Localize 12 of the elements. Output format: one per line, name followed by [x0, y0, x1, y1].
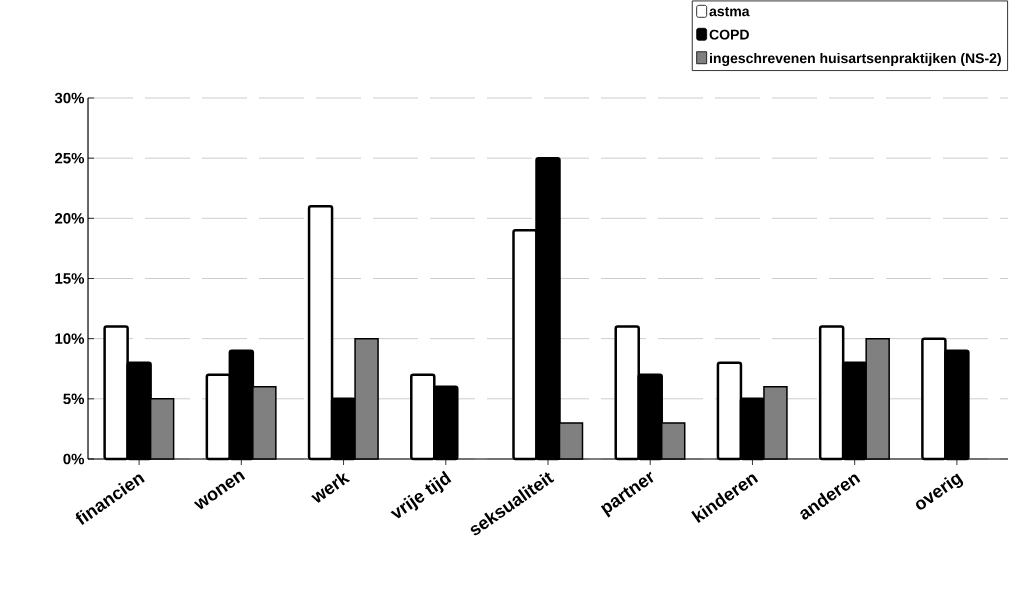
y-tick-label: 20%: [54, 213, 85, 224]
y-tick-label: 5%: [63, 393, 85, 405]
x-tick-label: vrije tijd: [390, 470, 452, 519]
y-tick-label: 15%: [55, 273, 85, 284]
y-tick-label: 25%: [54, 152, 85, 164]
legend-label: astma: [709, 7, 750, 17]
y-tick-label: 0%: [63, 453, 85, 465]
y-tick-label: 30%: [54, 92, 85, 104]
x-tick-label: werk: [311, 472, 351, 503]
legend-label: COPD: [709, 29, 749, 40]
legend-label: ingeschrevenen huisartsenpraktijken (NS-2): [710, 52, 1001, 67]
y-tick-label: 10%: [55, 333, 85, 344]
